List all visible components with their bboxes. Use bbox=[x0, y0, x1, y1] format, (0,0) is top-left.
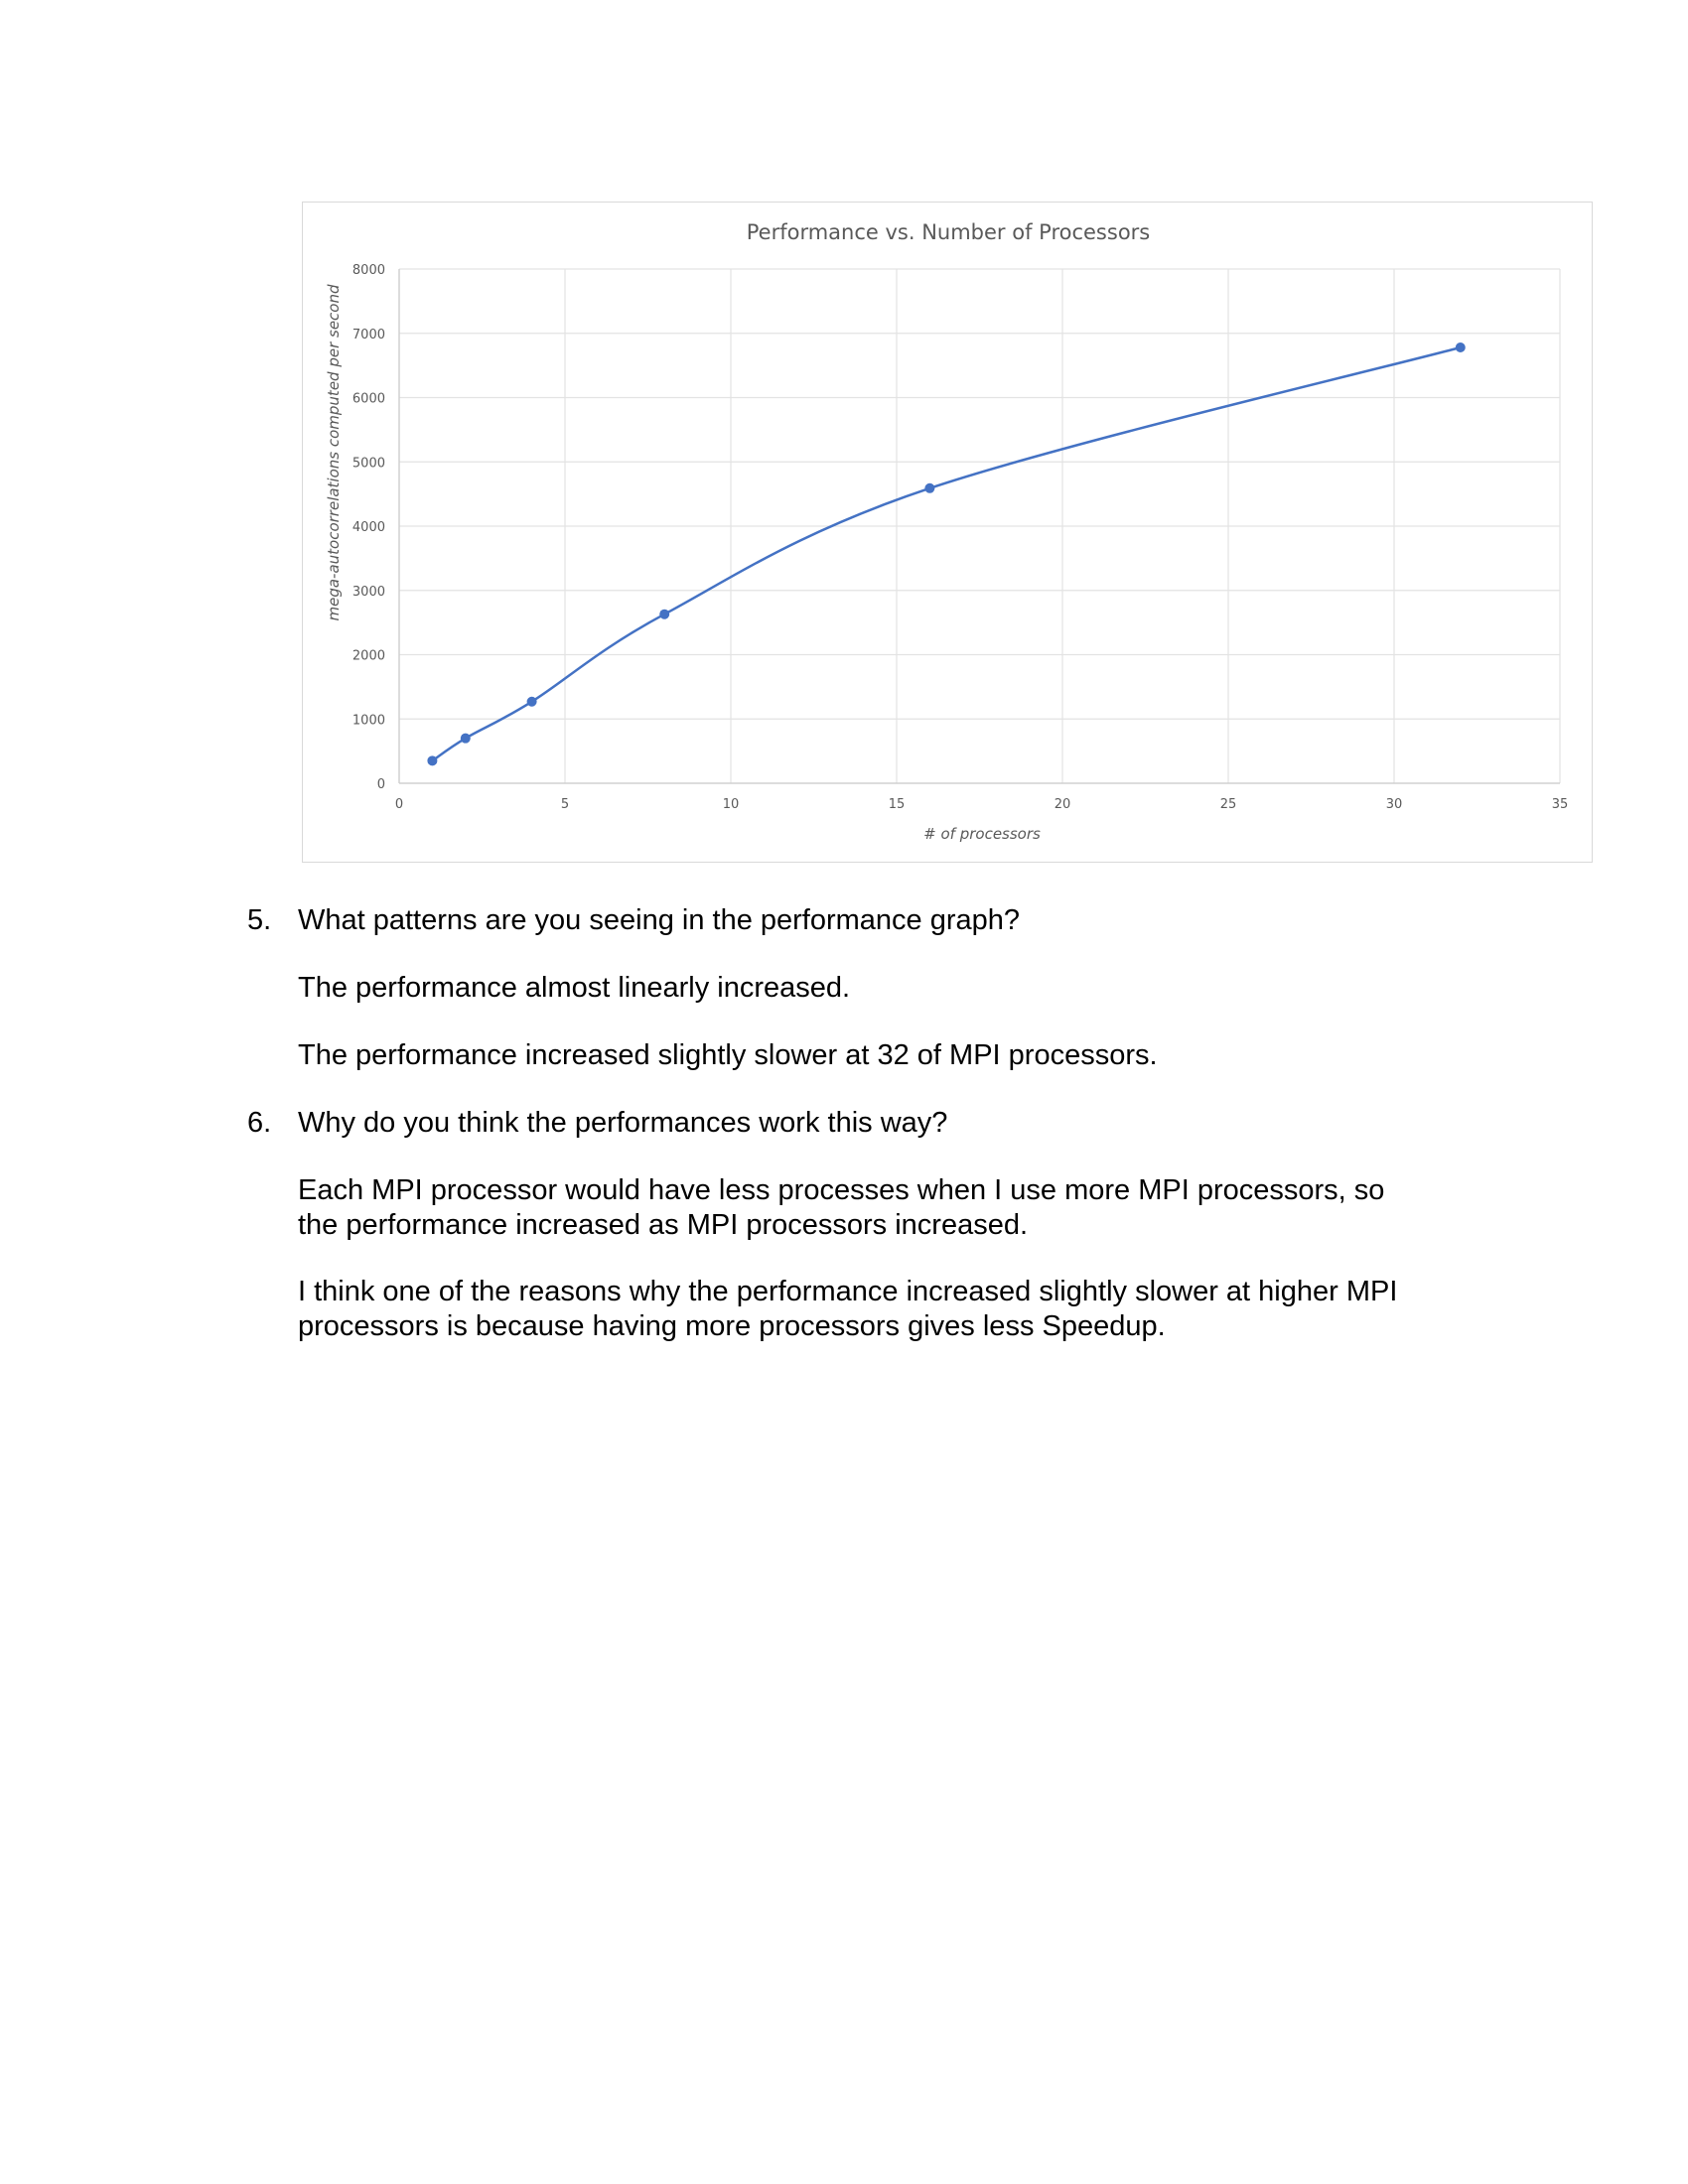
x-tick-label: 15 bbox=[889, 797, 906, 812]
x-tick-label: 0 bbox=[395, 797, 403, 812]
answer-paragraph: Each MPI processor would have less proce… bbox=[298, 1173, 1384, 1243]
x-tick-label: 10 bbox=[723, 797, 740, 812]
y-tick-label: 0 bbox=[377, 777, 385, 792]
y-tick-label: 1000 bbox=[352, 713, 385, 728]
answer-paragraph: The performance increased slightly slowe… bbox=[298, 1038, 1158, 1073]
y-tick-label: 7000 bbox=[352, 328, 385, 342]
x-tick-label: 20 bbox=[1055, 797, 1071, 812]
answer-line: The performance almost linearly increase… bbox=[298, 972, 851, 1004]
answer-line: Each MPI processor would have less proce… bbox=[298, 1174, 1385, 1206]
y-tick-label: 3000 bbox=[352, 585, 385, 600]
chart-axes bbox=[398, 269, 1560, 784]
answer-paragraph: I think one of the reasons why the perfo… bbox=[298, 1275, 1397, 1344]
x-tick-label: 30 bbox=[1386, 797, 1403, 812]
answer-line: processors is because having more proces… bbox=[298, 1310, 1166, 1342]
answer-line: I think one of the reasons why the perfo… bbox=[298, 1276, 1398, 1307]
x-axis-label: # of processors bbox=[923, 825, 1041, 843]
data-point bbox=[1455, 341, 1466, 352]
y-axis-label: mega-autocorrelations computed per secon… bbox=[325, 284, 343, 621]
chart-container: Performance vs. Number of Processors # o… bbox=[302, 202, 1593, 863]
x-tick-label: 35 bbox=[1552, 797, 1569, 812]
chart-gridlines bbox=[399, 268, 1561, 783]
chart-title: Performance vs. Number of Processors bbox=[747, 220, 1151, 244]
performance-line-chart: Performance vs. Number of Processors # o… bbox=[325, 220, 1568, 843]
x-tick-label: 5 bbox=[561, 797, 569, 812]
data-point bbox=[924, 482, 935, 493]
data-point bbox=[460, 733, 471, 744]
answer-line: The performance increased slightly slowe… bbox=[298, 1039, 1158, 1071]
question-number: 5. bbox=[247, 904, 272, 936]
chart-tick-labels: 0 5 10 15 20 25 30 35 0 1000 2000 3000 4000 5000 6000 7… bbox=[352, 263, 1568, 812]
x-tick-label: 25 bbox=[1220, 797, 1237, 812]
question-text: Why do you think the performances work t… bbox=[298, 1107, 948, 1139]
data-point bbox=[659, 609, 670, 619]
data-point bbox=[526, 696, 537, 707]
data-point bbox=[427, 755, 438, 766]
answer-line: the performance increased as MPI process… bbox=[298, 1209, 1029, 1241]
answer-paragraph: The performance almost linearly increase… bbox=[298, 971, 850, 1006]
chart-series bbox=[427, 341, 1466, 766]
y-tick-label: 4000 bbox=[352, 520, 385, 535]
y-tick-label: 8000 bbox=[352, 263, 385, 278]
y-tick-label: 2000 bbox=[352, 649, 385, 664]
y-tick-label: 5000 bbox=[352, 456, 385, 471]
y-tick-label: 6000 bbox=[352, 392, 385, 407]
question-text: What patterns are you seeing in the perf… bbox=[298, 904, 1021, 936]
series-line bbox=[431, 345, 1462, 762]
question-number: 6. bbox=[247, 1107, 272, 1139]
